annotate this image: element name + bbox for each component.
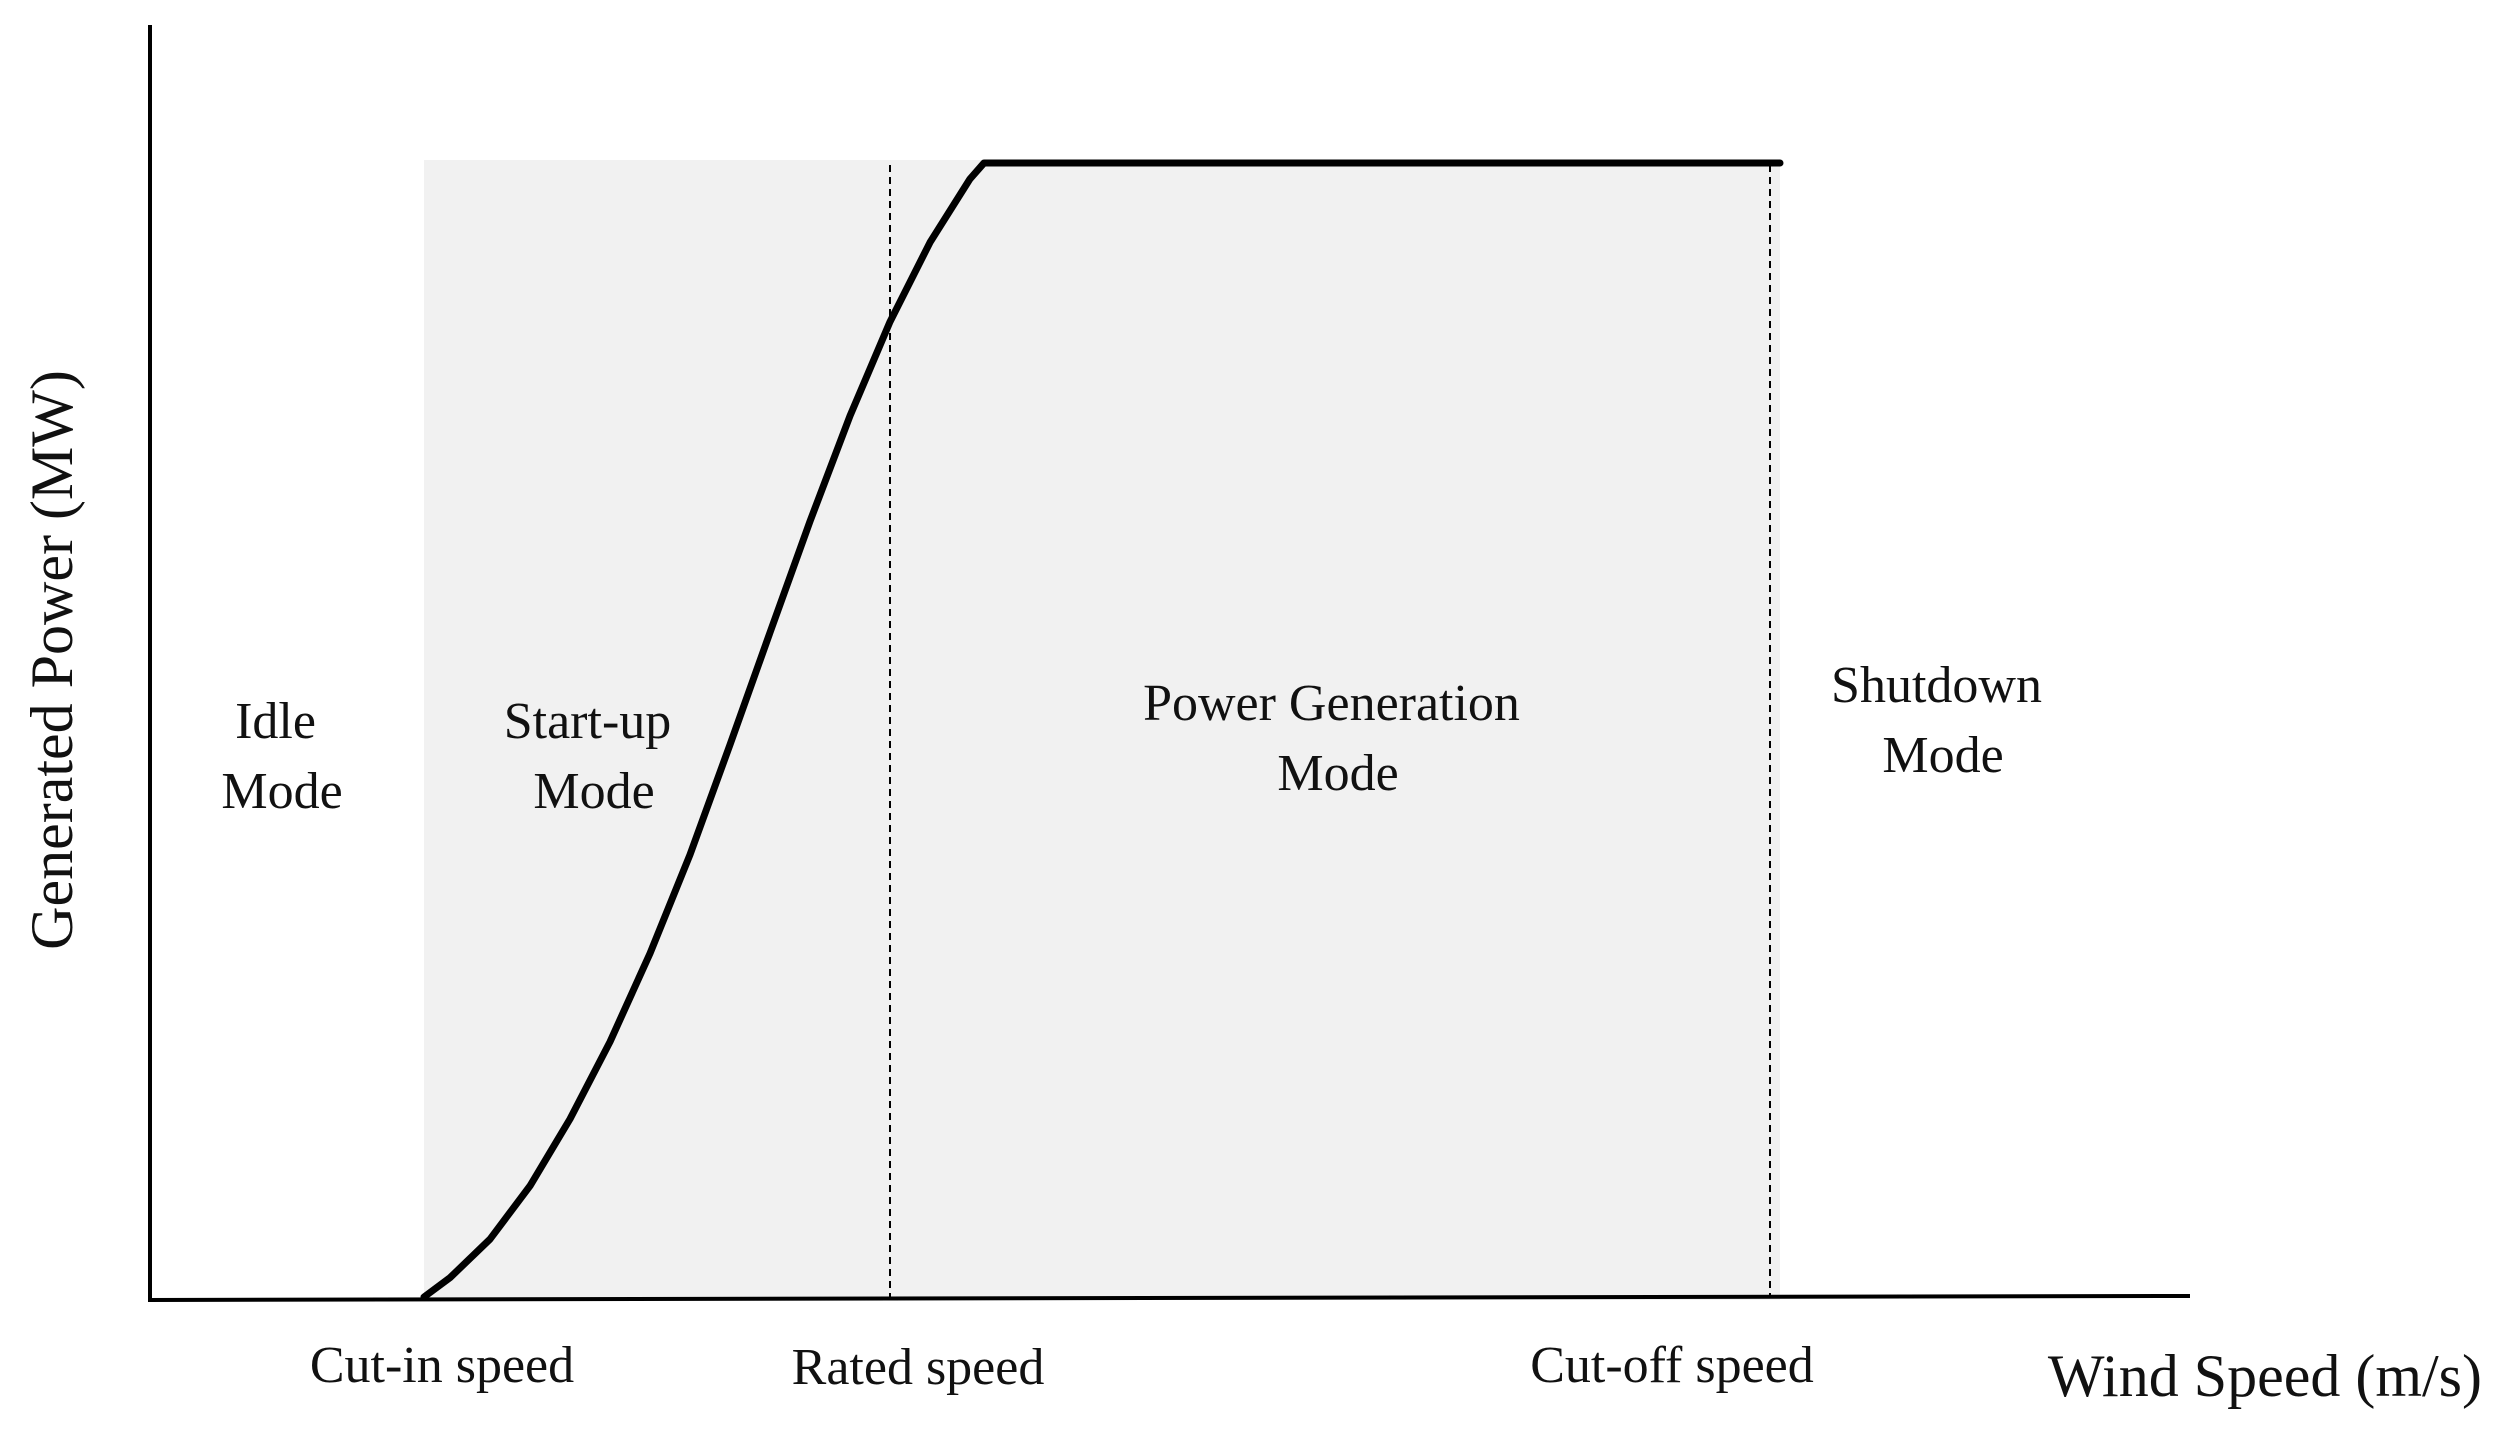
x-axis-title: Wind Speed (m/s) — [2048, 1343, 2482, 1409]
cut-in-speed-label: Cut-in speed — [310, 1337, 574, 1394]
start-up-mode-label: Start-up Mode — [504, 693, 685, 820]
power-curve-line — [420, 159, 1784, 1301]
power-generation-mode-line-2: Mode — [1277, 745, 1398, 802]
start-up-mode-line-2: Mode — [533, 763, 654, 820]
rated-speed-label: Rated speed — [792, 1339, 1045, 1396]
shutdown-mode-line-2: Mode — [1882, 727, 2003, 784]
power-generation-mode-line-1: Power Generation — [1143, 675, 1520, 732]
power-generation-mode-label: Power Generation Mode — [1143, 675, 1533, 802]
idle-mode-label: Idle Mode — [221, 693, 342, 820]
x-axis-line — [147, 1294, 2191, 1302]
start-up-mode-line-1: Start-up — [504, 693, 672, 750]
y-axis-title: Generated Power (MW) — [19, 370, 85, 950]
shaded-operating-region — [424, 160, 1780, 1300]
idle-mode-line-2: Mode — [221, 763, 342, 820]
idle-mode-line-1: Idle — [235, 693, 316, 750]
shutdown-mode-line-1: Shutdown — [1831, 657, 2042, 714]
cut-off-speed-label: Cut-off speed — [1530, 1337, 1814, 1394]
shutdown-mode-label: Shutdown Mode — [1831, 657, 2055, 784]
